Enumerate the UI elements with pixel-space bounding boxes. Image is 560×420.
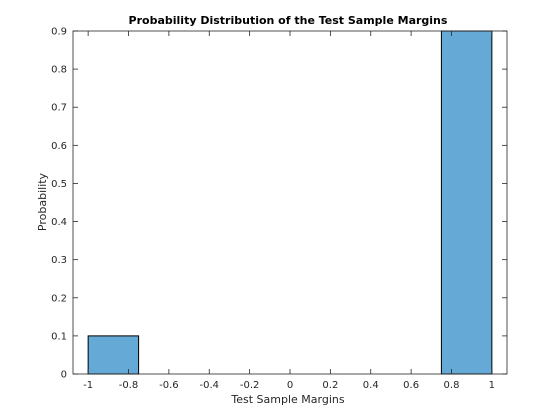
y-axis-label: Probability [36,172,49,231]
x-tick-label: 1 [489,380,495,391]
x-tick-label: 0.4 [363,380,379,391]
x-tick-label: 0.6 [403,380,419,391]
histogram-bar [440,30,493,375]
y-tick-label: 0.7 [51,103,67,114]
x-tick-label: -1 [83,380,93,391]
y-tick-label: 0 [61,370,67,381]
y-tick-label: 0.9 [51,27,67,38]
x-axis-label: Test Sample Margins [230,393,344,406]
x-tick-label: -0.4 [199,380,219,391]
histogram-bar [87,335,140,375]
y-tick-label: 0.3 [51,255,67,266]
x-tick-label: 0.2 [322,380,338,391]
x-tick-label: 0.8 [444,380,460,391]
y-tick-label: 0.1 [51,331,67,342]
plot-area: -1 -0.8 -0.6 -0.4 -0.2 0 0.2 0.4 0.6 0.8 1 0 0.1 0.2 0… [51,27,508,391]
x-tick-label: -0.8 [119,380,139,391]
chart-title: Probability Distribution of the Test Sam… [129,14,448,27]
x-tick-label: -0.6 [159,380,179,391]
y-tick-label: 0.8 [51,65,67,76]
y-tick-label: 0.6 [51,141,67,152]
y-tick-label: 0.2 [51,293,67,304]
y-tick-label: 0.4 [51,217,67,228]
x-tick-label: 0 [287,380,293,391]
x-tick-label: -0.2 [240,380,260,391]
y-tick-label: 0.5 [51,179,67,190]
